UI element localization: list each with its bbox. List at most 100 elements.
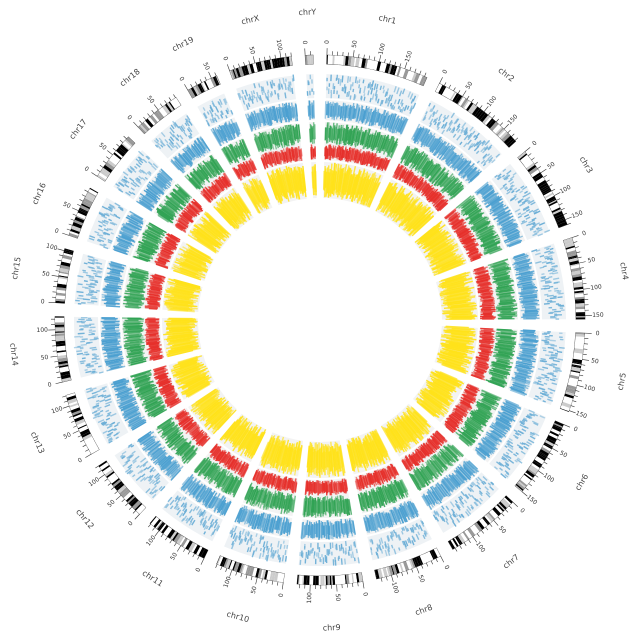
- track-stripe: [337, 125, 340, 141]
- track-stripe: [492, 277, 512, 284]
- tick: [363, 54, 365, 59]
- track-stripe: [460, 164, 471, 175]
- track-stripe: [467, 169, 481, 182]
- tick-label: 50: [587, 256, 596, 265]
- track-stripe: [286, 544, 289, 549]
- track-stripe: [499, 298, 513, 302]
- track-stripe: [434, 117, 439, 123]
- track-stripe: [278, 557, 282, 563]
- tick: [215, 564, 218, 569]
- track-stripe: [373, 156, 379, 169]
- track-stripe: [460, 232, 470, 239]
- track-stripe: [497, 285, 512, 290]
- track-stripe: [458, 161, 472, 176]
- track-stripe: [552, 359, 560, 363]
- track-stripe: [431, 136, 442, 152]
- cytoband: [528, 166, 539, 175]
- tick-label: 150: [404, 50, 414, 63]
- cytoband: [361, 58, 367, 68]
- track-stripe: [519, 345, 538, 350]
- cytoband: [560, 405, 570, 412]
- track-stripe: [382, 138, 391, 155]
- track-stripe: [481, 141, 487, 147]
- track-stripe: [479, 336, 493, 340]
- track-stripe: [521, 219, 526, 223]
- cytoband: [542, 188, 551, 195]
- track-stripe: [438, 145, 451, 160]
- track-stripe: [457, 128, 461, 133]
- track-stripe: [456, 228, 468, 236]
- track-stripe: [464, 203, 477, 213]
- tick: [537, 166, 541, 169]
- track-stripe: [489, 268, 510, 275]
- track-stripe: [362, 79, 365, 84]
- track-stripe: [495, 305, 515, 308]
- track-stripe: [354, 131, 360, 148]
- cytoband: [567, 253, 577, 258]
- cytoband: [575, 339, 585, 343]
- track-stripe: [482, 189, 495, 199]
- track-stripe: [328, 103, 331, 118]
- track-stripe: [539, 254, 545, 258]
- cytoband: [574, 292, 584, 295]
- track-stripe: [506, 174, 511, 178]
- track-stripe: [497, 303, 518, 307]
- cytoband: [318, 575, 321, 585]
- track-stripe: [433, 242, 458, 258]
- track-stripe: [509, 187, 513, 191]
- track-stripe: [508, 178, 513, 183]
- cytoband: [563, 395, 574, 402]
- cytoband: [565, 245, 575, 250]
- cytoband: [572, 358, 582, 364]
- track-stripe: [348, 106, 352, 119]
- track-stripe: [544, 277, 550, 280]
- track-stripe: [384, 91, 388, 97]
- track-stripe: [511, 378, 526, 385]
- track-stripe: [429, 235, 445, 247]
- track-stripe: [516, 368, 528, 373]
- track-stripe: [348, 125, 354, 145]
- track-stripe: [371, 183, 379, 199]
- track-stripe: [343, 105, 347, 119]
- track-stripe: [522, 352, 536, 357]
- track-stripe: [401, 198, 419, 219]
- track-stripe: [362, 178, 375, 205]
- track-stripe: [389, 141, 398, 158]
- tick-label: 50: [464, 80, 474, 90]
- tick: [537, 470, 544, 475]
- track-stripe: [366, 108, 371, 123]
- track-stripe: [429, 163, 439, 176]
- tick: [98, 469, 102, 473]
- track-stripe: [384, 158, 391, 172]
- track-stripe: [443, 175, 455, 188]
- track-stripe: [382, 186, 394, 206]
- track-stripe: [535, 249, 541, 252]
- track-stripe: [518, 363, 530, 368]
- track-stripe: [492, 262, 507, 268]
- track-stripe: [482, 300, 495, 303]
- tick: [454, 547, 458, 552]
- track-stripe: [432, 140, 444, 156]
- track-stripe: [362, 109, 368, 123]
- track-stripe: [349, 148, 354, 162]
- track-stripe: [495, 153, 501, 158]
- track-stripe: [377, 98, 380, 104]
- track-stripe: [514, 366, 534, 373]
- track-stripe: [495, 346, 513, 351]
- track-stripe: [387, 94, 392, 101]
- tick: [225, 568, 228, 572]
- track-stripe: [489, 205, 504, 215]
- track-stripe: [372, 133, 379, 149]
- track-stripe: [493, 270, 511, 277]
- cytoband: [541, 186, 550, 193]
- track-stripe: [408, 213, 426, 232]
- tick-label: 0: [441, 68, 449, 75]
- tick-label: 100: [390, 581, 400, 594]
- cytoband: [457, 96, 464, 105]
- cytoband: [574, 345, 584, 350]
- cytoband: [574, 341, 585, 347]
- track-stripe: [522, 335, 536, 338]
- track-stripe: [492, 355, 509, 360]
- track-stripe: [400, 118, 409, 135]
